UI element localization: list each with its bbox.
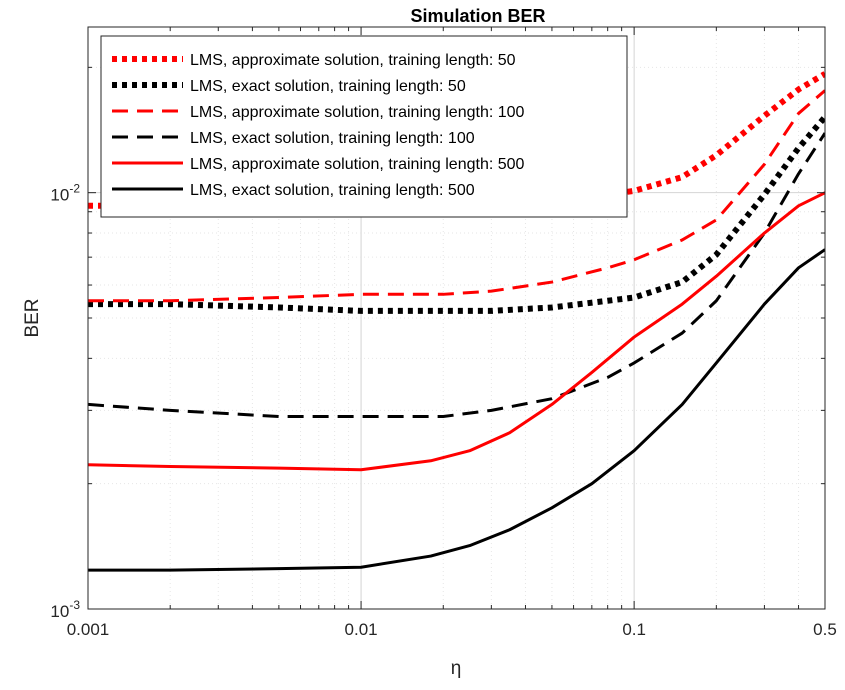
x-tick-label: 0.1 bbox=[622, 620, 646, 639]
x-axis-label: η bbox=[451, 658, 462, 679]
legend-label-5: LMS, approximate solution, training leng… bbox=[190, 156, 525, 173]
ticks: 0.001 0.01 0.1 0.5 10-3 10-2 bbox=[50, 27, 837, 639]
series-line-4 bbox=[88, 132, 825, 418]
y-axis-label: BER bbox=[22, 298, 43, 337]
legend-label-2: LMS, exact solution, training length: 50 bbox=[190, 78, 466, 95]
legend-box bbox=[100, 35, 628, 218]
x-tick-label: 0.5 bbox=[813, 620, 837, 639]
legend-label-1: LMS, approximate solution, training leng… bbox=[190, 52, 516, 69]
x-tick-label: 0.001 bbox=[67, 620, 110, 639]
y-tick-label: 10-3 bbox=[50, 598, 80, 621]
legend-label-4: LMS, exact solution, training length: 10… bbox=[190, 130, 475, 147]
series-line-5 bbox=[88, 191, 825, 472]
series-line-2 bbox=[88, 115, 825, 314]
legend-label-3: LMS, approximate solution, training leng… bbox=[190, 104, 525, 121]
series-line-6 bbox=[88, 248, 825, 572]
legend: LMS, approximate solution, training leng… bbox=[100, 35, 628, 218]
y-tick-label: 10-2 bbox=[50, 182, 80, 205]
x-tick-label: 0.01 bbox=[345, 620, 378, 639]
legend-label-6: LMS, exact solution, training length: 50… bbox=[190, 182, 475, 199]
chart-title: Simulation BER bbox=[410, 6, 545, 26]
series-line-3 bbox=[88, 89, 825, 303]
